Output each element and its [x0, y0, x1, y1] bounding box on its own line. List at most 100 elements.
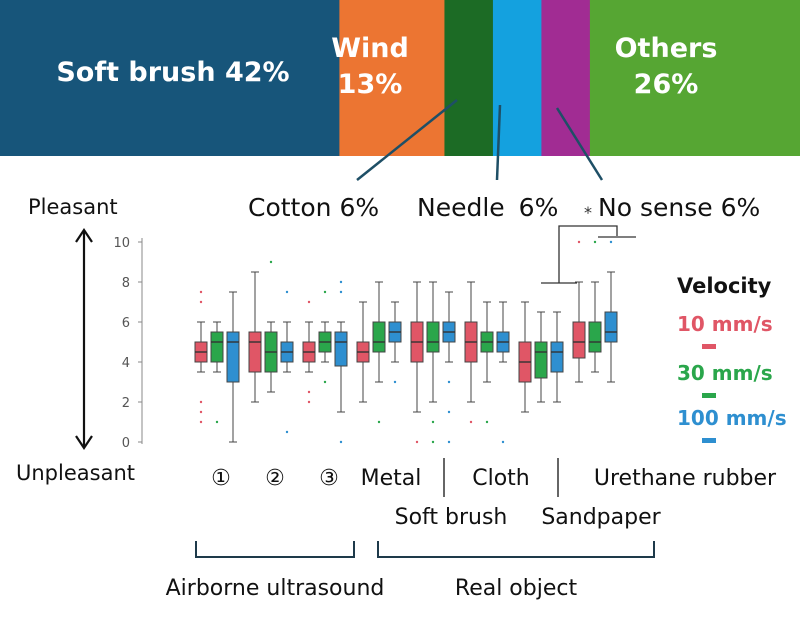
box-cloth-100-mm-s: [496, 301, 510, 444]
legend-swatch-30-mm-s: [702, 393, 716, 398]
outlier-point: [339, 290, 343, 294]
legend: 10 mm/s 30 mm/s 100 mm/s: [677, 312, 787, 443]
outlier-point: [199, 410, 203, 414]
box-urethane-rubber-100-mm-s: [604, 240, 618, 383]
outlier-point: [199, 290, 203, 294]
outlier-point: [269, 260, 273, 264]
box-iqr: [604, 311, 618, 343]
category-label-sandpaper: Sandpaper: [541, 505, 661, 530]
outlier-point: [285, 290, 289, 294]
y-tick-label: 10: [113, 236, 130, 251]
outlier-point: [323, 290, 327, 294]
outlier-point: [307, 400, 311, 404]
category-item: [302, 280, 348, 444]
category-labels: ① ② ③ Metal Soft brush Cloth Sandpaper Urethane…: [211, 466, 777, 530]
outlier-point: [339, 440, 343, 444]
outlier-point: [307, 390, 311, 394]
outlier-point: [393, 380, 397, 384]
box-item-30-mm-s: [264, 260, 278, 393]
category-label-urethane-rubber: Urethane rubber: [594, 466, 777, 491]
outlier-point: [577, 240, 581, 244]
y-tick-label: 4: [122, 356, 130, 371]
box-metal-100-mm-s: [388, 301, 402, 384]
box-soft-brush-30-mm-s: [426, 281, 440, 444]
ylabel-pleasant: Pleasant: [28, 195, 118, 219]
box-sandpaper-10-mm-s: [518, 301, 532, 413]
category-label-cloth: Cloth: [472, 466, 530, 491]
box-iqr: [334, 331, 348, 367]
box-iqr: [588, 321, 602, 353]
box-sandpaper-30-mm-s: [534, 311, 548, 403]
box-iqr: [372, 321, 386, 353]
bar-segment-soft-brush: [0, 0, 340, 156]
box-item-100-mm-s: [280, 290, 294, 434]
segment-value-others: 26%: [634, 69, 699, 100]
group-label-airborne: Airborne ultrasound: [166, 576, 385, 601]
outlier-point: [215, 420, 219, 424]
bar-segment-cotton: [444, 0, 494, 156]
legend-swatch-10-mm-s: [702, 344, 716, 349]
category-item: [194, 290, 240, 443]
outlier-point: [469, 420, 473, 424]
category-sandpaper: [518, 301, 564, 413]
y-tick-label: 6: [122, 316, 130, 331]
callout-cotton: Cotton 6%: [248, 193, 379, 222]
box-iqr: [248, 331, 262, 373]
category-soft-brush: [410, 281, 456, 444]
box-item-10-mm-s: [248, 271, 262, 403]
box-iqr: [426, 321, 440, 353]
y-tick-label: 8: [122, 276, 130, 291]
outlier-point: [199, 300, 203, 304]
outlier-point: [339, 280, 343, 284]
box-metal-30-mm-s: [372, 281, 386, 424]
category-item: [248, 260, 294, 434]
outlier-point: [501, 440, 505, 444]
box-iqr: [534, 341, 548, 379]
group-label-real: Real object: [455, 576, 578, 601]
y-tick-label: 0: [122, 436, 130, 451]
segment-label-wind: Wind: [331, 33, 409, 64]
box-item-10-mm-s: [194, 290, 208, 424]
callout-needle: Needle 6%: [417, 193, 558, 222]
bar-segment-others: [589, 0, 800, 156]
category-label-soft-brush: Soft brush: [395, 505, 508, 530]
box-soft-brush-10-mm-s: [410, 281, 424, 444]
category-label-metal: Metal: [361, 466, 422, 491]
outlier-point: [447, 380, 451, 384]
outlier-point: [415, 440, 419, 444]
box-iqr: [210, 331, 224, 363]
box-cloth-10-mm-s: [464, 281, 478, 424]
box-metal-10-mm-s: [356, 301, 370, 403]
callout-lines: [356, 99, 604, 181]
bracket-airborne: [195, 541, 355, 558]
outlier-point: [447, 440, 451, 444]
outlier-point: [431, 440, 435, 444]
group-brackets: [195, 541, 655, 558]
legend-title: Velocity: [677, 274, 772, 298]
bar-segment-needle: [492, 0, 542, 156]
outlier-point: [485, 420, 489, 424]
outlier-point: [323, 380, 327, 384]
segment-label-soft-brush: Soft brush 42%: [56, 57, 289, 88]
box-cloth-30-mm-s: [480, 301, 494, 424]
segment-value-wind: 13%: [338, 69, 403, 100]
box-soft-brush-100-mm-s: [442, 291, 456, 444]
box-iqr: [226, 331, 240, 383]
box-urethane-rubber-30-mm-s: [588, 240, 602, 373]
segment-label-others: Others: [615, 33, 718, 64]
y-axis: 0 2 4 6 8 10: [113, 236, 143, 451]
significance-bracket: [541, 225, 636, 284]
box-item-100-mm-s: [226, 291, 240, 443]
outlier-point: [377, 420, 381, 424]
box-iqr: [572, 321, 586, 359]
legend-label-100-mm-s: 100 mm/s: [677, 406, 787, 430]
legend-label-10-mm-s: 10 mm/s: [677, 312, 773, 336]
category-label-item: ②: [265, 466, 285, 491]
callout-line-cotton: [356, 99, 458, 181]
box-item-30-mm-s: [210, 321, 224, 424]
outlier-point: [285, 430, 289, 434]
callout-line-needle: [495, 104, 502, 181]
significance-star: *: [584, 203, 592, 222]
bar-segment-wind: [339, 0, 445, 156]
outlier-point: [199, 400, 203, 404]
